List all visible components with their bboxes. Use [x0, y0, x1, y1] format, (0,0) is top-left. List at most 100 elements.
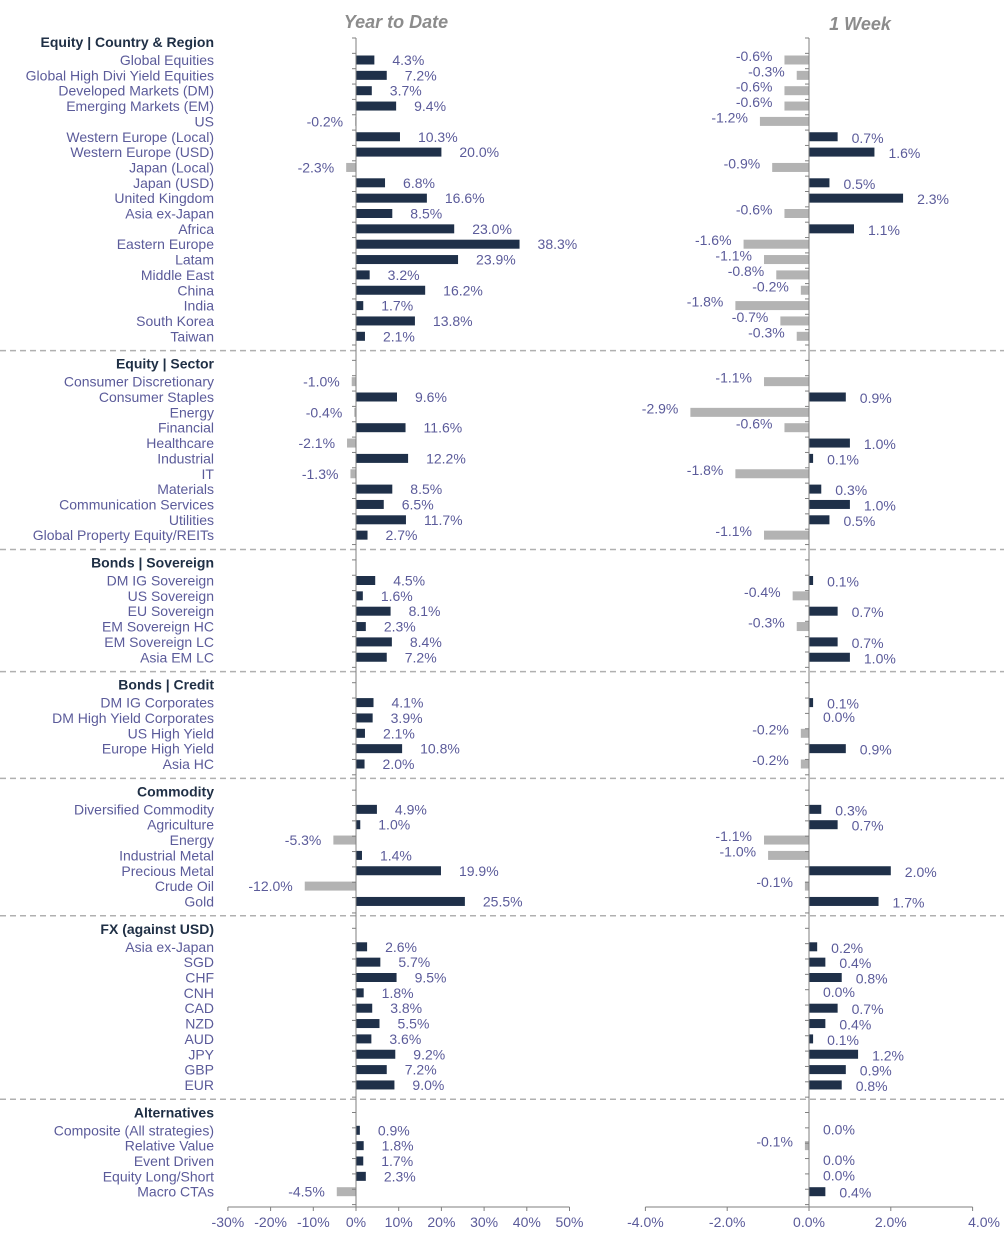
row-label: Asia ex-Japan — [125, 939, 214, 955]
week-bar — [764, 530, 809, 540]
ytd-value-label: -1.3% — [302, 466, 339, 482]
ytd-value-label: 9.5% — [415, 970, 447, 986]
ytd-bar — [356, 973, 397, 982]
ytd-bar — [356, 698, 374, 708]
row-label: Middle East — [141, 267, 214, 283]
ytd-value-label: 9.6% — [415, 389, 447, 405]
ytd-bar — [336, 1187, 356, 1197]
ytd-bar — [356, 804, 377, 814]
ytd-bar — [356, 637, 392, 647]
ytd-value-label: 3.9% — [391, 710, 423, 726]
ytd-bar — [356, 224, 455, 234]
row-label: US — [195, 113, 214, 129]
ytd-value-label: 2.3% — [384, 1168, 416, 1184]
ytd-value-label: 2.1% — [383, 328, 415, 344]
week-bar — [809, 438, 850, 448]
ytd-bar — [354, 407, 356, 417]
week-bar — [809, 392, 846, 402]
ytd-value-label: -4.5% — [288, 1184, 325, 1200]
ytd-bar — [350, 469, 356, 479]
week-bar — [809, 1187, 826, 1197]
week-bar — [796, 622, 809, 632]
row-label: Materials — [157, 481, 214, 497]
ytd-bar — [304, 881, 356, 891]
ytd-panel-title: Year to Date — [344, 12, 448, 32]
ytd-bar — [356, 423, 406, 433]
ytd-bar — [346, 162, 356, 172]
ytd-value-label: 2.7% — [386, 527, 418, 543]
ytd-bar — [356, 606, 391, 616]
week-bar — [804, 1141, 809, 1151]
row-label: Asia HC — [163, 756, 214, 772]
ytd-value-label: 8.5% — [410, 206, 442, 222]
row-label: China — [177, 282, 214, 298]
week-bar — [809, 866, 891, 876]
ytd-value-label: 8.5% — [410, 481, 442, 497]
ytd-value-label: 7.2% — [405, 649, 437, 665]
row-label: AUD — [184, 1031, 214, 1047]
row-label: Crude Oil — [155, 878, 214, 894]
row-label: South Korea — [136, 313, 214, 329]
ytd-value-label: 19.9% — [459, 863, 499, 879]
week-bar — [809, 1080, 842, 1090]
week-value-label: -2.9% — [642, 400, 679, 416]
row-label: Global Property Equity/REITs — [33, 527, 214, 543]
week-bar — [743, 239, 809, 249]
ytd-value-label: 11.7% — [424, 512, 463, 528]
ytd-value-label: 4.3% — [392, 52, 424, 68]
week-bar — [809, 698, 814, 708]
row-label: Gold — [184, 893, 214, 909]
ytd-tick-label: 30% — [470, 1214, 498, 1230]
week-bar — [764, 835, 809, 845]
week-bar — [796, 70, 809, 80]
week-value-label: 0.9% — [860, 742, 892, 758]
ytd-value-label: 2.3% — [384, 619, 416, 635]
week-bar — [809, 499, 850, 509]
week-bar — [776, 270, 809, 280]
ytd-bar — [356, 530, 368, 540]
week-value-label: -0.7% — [732, 309, 769, 325]
ytd-bar — [356, 392, 397, 402]
week-value-label: 0.9% — [860, 1063, 892, 1079]
ytd-tick-label: 50% — [555, 1214, 583, 1230]
week-bar — [809, 957, 826, 967]
ytd-value-label: 9.2% — [413, 1046, 445, 1062]
week-tick-label: -2.0% — [709, 1214, 746, 1230]
ytd-bar — [356, 622, 366, 632]
week-bar — [809, 147, 875, 157]
week-bar — [780, 316, 809, 326]
ytd-value-label: 16.6% — [445, 190, 485, 206]
ytd-value-label: 0.9% — [378, 1122, 410, 1138]
week-value-label: 1.0% — [864, 650, 896, 666]
ytd-tick-label: 20% — [427, 1214, 455, 1230]
ytd-bar — [356, 285, 426, 295]
week-value-label: 0.2% — [831, 940, 863, 956]
week-bar — [809, 1019, 826, 1029]
week-value-label: -1.1% — [715, 523, 752, 539]
ytd-value-label: -2.3% — [298, 159, 335, 175]
week-tick-label: -4.0% — [627, 1214, 664, 1230]
week-bar — [809, 942, 818, 952]
row-label: EU Sovereign — [128, 603, 214, 619]
week-value-label: -0.3% — [748, 324, 785, 340]
row-label: Industrial Metal — [119, 847, 214, 863]
ytd-bar — [356, 1049, 396, 1059]
week-value-label: -0.1% — [756, 874, 793, 890]
ytd-value-label: 6.8% — [403, 175, 435, 191]
week-bar — [768, 850, 809, 860]
week-value-label: 0.7% — [852, 1001, 884, 1017]
row-label: DM IG Sovereign — [107, 573, 214, 589]
row-label: IT — [202, 466, 215, 482]
row-label: CAD — [184, 1000, 214, 1016]
ytd-value-label: 4.1% — [392, 695, 424, 711]
ytd-bar — [356, 1080, 395, 1090]
ytd-value-label: 16.2% — [443, 282, 483, 298]
ytd-tick-label: -10% — [297, 1214, 330, 1230]
week-value-label: 0.1% — [827, 696, 859, 712]
week-bar — [809, 637, 838, 647]
ytd-bar — [356, 820, 361, 830]
week-value-label: 1.1% — [868, 222, 900, 238]
ytd-value-label: 5.5% — [397, 1016, 429, 1032]
row-label: EM Sovereign LC — [104, 634, 214, 650]
row-label: Western Europe (Local) — [66, 129, 214, 145]
